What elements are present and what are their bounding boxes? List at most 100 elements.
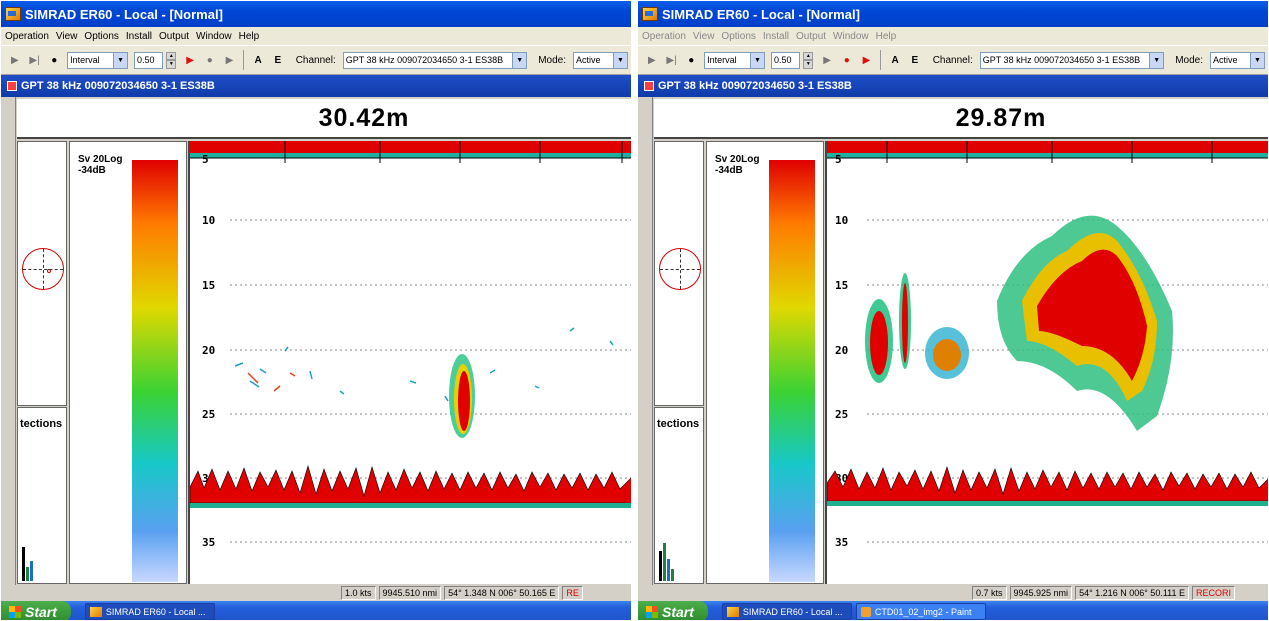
run-icon[interactable]: ▶	[823, 54, 831, 66]
run-icon[interactable]: ▶	[186, 54, 194, 66]
depth-tick: 5	[835, 153, 842, 166]
depth-readout: 30.42m	[318, 103, 410, 132]
echogram[interactable]: 5 10 15 20 25 30 35	[188, 141, 631, 584]
menu-window[interactable]: Window	[196, 30, 232, 42]
sv-label: Sv 20Log	[78, 154, 123, 165]
interval-input[interactable]: 0.50	[133, 51, 164, 69]
step-icon[interactable]: ▶|	[29, 54, 40, 66]
record-icon[interactable]: ●	[688, 54, 695, 66]
spin-up-icon[interactable]: ▲	[166, 51, 177, 60]
ping-mode-select[interactable]: Interval ▼	[67, 51, 128, 69]
a-button[interactable]: A	[254, 54, 262, 66]
menu-install[interactable]: Install	[762, 30, 790, 42]
menu-options[interactable]: Options	[84, 30, 119, 42]
menu-options[interactable]: Options	[721, 30, 756, 42]
depth-tick: 5	[202, 153, 209, 166]
spin-down-icon[interactable]: ▼	[166, 60, 177, 69]
top-ticks	[886, 141, 1213, 163]
bottom-echo-tail	[827, 501, 1268, 506]
colour-scale-bar[interactable]	[769, 160, 815, 582]
start-button[interactable]: Start	[1, 601, 71, 620]
chevron-down-icon[interactable]: ▼	[612, 52, 627, 68]
threshold-label: -34dB	[78, 165, 106, 176]
toolbar-separator	[243, 50, 245, 70]
menu-window[interactable]: Window	[833, 30, 869, 42]
forward-icon[interactable]: ▶	[862, 54, 871, 66]
menu-help[interactable]: Help	[238, 30, 260, 42]
echogram-canvas: 5 10 15 20 25 30 35	[190, 141, 631, 549]
interval-spinner[interactable]: ▲ ▼	[803, 51, 814, 69]
chevron-down-icon[interactable]: ▼	[1249, 52, 1264, 68]
e-button[interactable]: E	[274, 54, 282, 66]
depth-bar: 30.42m	[17, 99, 631, 139]
forward-icon[interactable]: ▶	[225, 54, 234, 66]
title-bar[interactable]: SIMRAD ER60 - Local - [Normal]	[638, 1, 1268, 27]
record-icon[interactable]: ●	[51, 54, 58, 66]
task-label: CTD01_02_img2 - Paint	[874, 606, 972, 617]
app-icon	[89, 606, 102, 617]
mode-select[interactable]: Active ▼	[1209, 51, 1265, 69]
pause-icon[interactable]: ●	[206, 54, 213, 66]
detection-histogram	[22, 541, 42, 581]
chevron-down-icon[interactable]: ▼	[749, 52, 764, 68]
e-button[interactable]: E	[911, 54, 919, 66]
spin-down-icon[interactable]: ▼	[803, 60, 814, 69]
menu-output[interactable]: Output	[796, 30, 827, 42]
play-icon[interactable]: ▶	[10, 54, 19, 66]
histogram-bar	[22, 547, 25, 581]
echogram-canvas: 5 10 15 20 25 30 35	[827, 141, 1268, 549]
surface-band-lower	[827, 153, 1268, 158]
menu-bar: Operation View Options Install Output Wi…	[1, 27, 631, 45]
menu-install[interactable]: Install	[125, 30, 153, 42]
interval-spinner[interactable]: ▲ ▼	[166, 51, 177, 69]
channel-title-bar[interactable]: GPT 38 kHz 009072034650 3-1 ES38B	[1, 75, 631, 97]
taskbar-item-simrad[interactable]: SIMRAD ER60 - Local ...	[84, 603, 215, 620]
start-button[interactable]: Start	[638, 601, 708, 620]
channel-select[interactable]: GPT 38 kHz 009072034650 3-1 ES38B ▼	[979, 51, 1165, 69]
bottom-echo	[827, 466, 1268, 502]
fish-school-echo	[449, 354, 475, 438]
taskbar-item-simrad[interactable]: SIMRAD ER60 - Local ...	[721, 603, 852, 620]
echogram[interactable]: 5 10 15 20 25 30 35	[825, 141, 1268, 584]
depth-tick: 35	[835, 536, 848, 549]
colour-scale-bar[interactable]	[132, 160, 178, 582]
interval-input[interactable]: 0.50	[770, 51, 801, 69]
menu-operation[interactable]: Operation	[642, 30, 686, 42]
menu-help[interactable]: Help	[875, 30, 897, 42]
interval-value: 0.50	[773, 55, 792, 65]
depth-readout: 29.87m	[955, 103, 1047, 132]
menu-view[interactable]: View	[692, 30, 715, 42]
chevron-down-icon[interactable]: ▼	[1149, 52, 1164, 68]
er60-window-right: SIMRAD ER60 - Local - [Normal] Operation…	[637, 0, 1269, 621]
app-icon	[726, 606, 739, 617]
ping-mode-select[interactable]: Interval ▼	[704, 51, 765, 69]
start-windows-icon	[9, 605, 21, 618]
channel-icon	[644, 81, 654, 91]
record-active-icon[interactable]: ●	[843, 54, 850, 66]
chevron-down-icon[interactable]: ▼	[112, 52, 127, 68]
play-icon[interactable]: ▶	[647, 54, 656, 66]
menu-output[interactable]: Output	[159, 30, 190, 42]
step-icon[interactable]: ▶|	[666, 54, 677, 66]
left-strip	[1, 97, 16, 585]
menu-view[interactable]: View	[55, 30, 78, 42]
mode-label: Mode:	[538, 54, 566, 66]
scatter-echoes	[234, 327, 614, 402]
histogram-bar	[671, 569, 674, 581]
mode-select[interactable]: Active ▼	[572, 51, 628, 69]
histogram-bar	[30, 561, 33, 581]
channel-select[interactable]: GPT 38 kHz 009072034650 3-1 ES38B ▼	[342, 51, 528, 69]
a-button[interactable]: A	[891, 54, 899, 66]
title-bar[interactable]: SIMRAD ER60 - Local - [Normal]	[1, 1, 631, 27]
chevron-down-icon[interactable]: ▼	[512, 52, 527, 68]
channel-label: Channel:	[932, 54, 973, 66]
record-status: RE	[562, 586, 583, 600]
app-icon	[5, 7, 21, 21]
channel-title-bar[interactable]: GPT 38 kHz 009072034650 3-1 ES38B	[638, 75, 1268, 97]
taskbar-item-paint[interactable]: CTD01_02_img2 - Paint	[855, 603, 986, 620]
position-status: 54° 1.216 N 006° 50.111 E	[1075, 586, 1190, 600]
menu-operation[interactable]: Operation	[5, 30, 49, 42]
depth-tick-labels: 5 10 15 20 25 30 35	[202, 153, 215, 549]
position-status: 54° 1.348 N 006° 50.165 E	[444, 586, 560, 600]
spin-up-icon[interactable]: ▲	[803, 51, 814, 60]
